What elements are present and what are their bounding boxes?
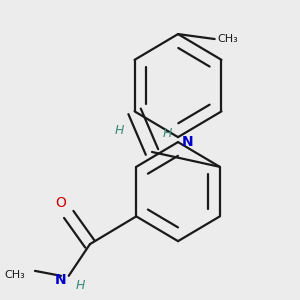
Text: N: N — [182, 135, 194, 149]
Text: O: O — [56, 196, 66, 209]
Text: H: H — [115, 124, 124, 137]
Text: H: H — [76, 279, 85, 292]
Text: N: N — [55, 273, 67, 287]
Text: CH₃: CH₃ — [218, 34, 238, 44]
Text: CH₃: CH₃ — [4, 270, 25, 280]
Text: H: H — [162, 127, 172, 140]
